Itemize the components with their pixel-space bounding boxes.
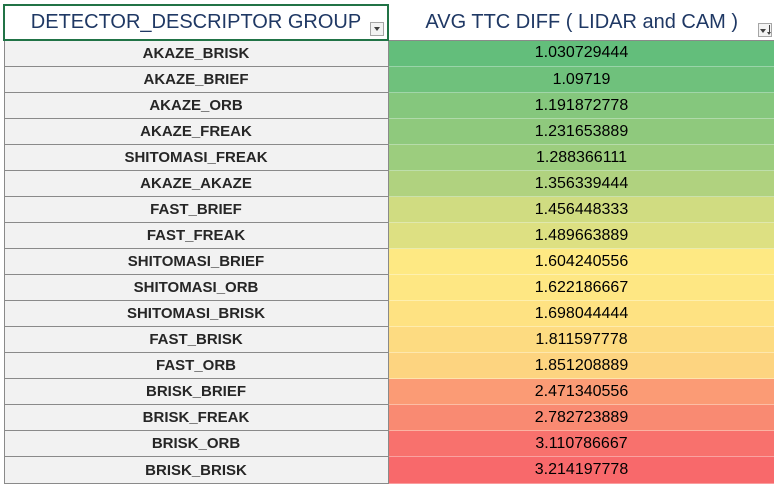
table-row: AKAZE_FREAK 1.231653889 (3, 118, 774, 145)
table-row: FAST_ORB 1.851208889 (3, 352, 774, 379)
group-name-cell[interactable]: FAST_ORB (3, 352, 389, 379)
avg-value-cell[interactable]: 1.288366111 (388, 144, 774, 171)
avg-value-cell[interactable]: 1.489663889 (388, 222, 774, 249)
table-row: SHITOMASI_BRIEF 1.604240556 (3, 248, 774, 275)
group-name-cell[interactable]: AKAZE_ORB (3, 92, 389, 119)
table-row: AKAZE_BRISK 1.030729444 (3, 40, 774, 67)
table-row: BRISK_ORB 3.110786667 (3, 430, 774, 457)
header-group-label: DETECTOR_DESCRIPTOR GROUP (30, 11, 362, 33)
avg-value-cell[interactable]: 1.811597778 (388, 326, 774, 353)
group-name-cell[interactable]: SHITOMASI_BRIEF (3, 248, 389, 275)
group-name-cell[interactable]: SHITOMASI_BRISK (3, 300, 389, 327)
table-row: FAST_BRISK 1.811597778 (3, 326, 774, 353)
table-row: SHITOMASI_FREAK 1.288366111 (3, 144, 774, 171)
group-name-cell[interactable]: FAST_BRISK (3, 326, 389, 353)
table-row: BRISK_BRIEF 2.471340556 (3, 378, 774, 405)
table-body: AKAZE_BRISK 1.030729444 AKAZE_BRIEF 1.09719… (3, 40, 774, 484)
header-cell-avg[interactable]: AVG TTC DIFF ( LIDAR and CAM ) (388, 4, 774, 41)
avg-value-cell[interactable]: 2.782723889 (388, 404, 774, 431)
header-cell-group[interactable]: DETECTOR_DESCRIPTOR GROUP (3, 4, 389, 41)
group-name-cell[interactable]: AKAZE_FREAK (3, 118, 389, 145)
header-row: DETECTOR_DESCRIPTOR GROUP AVG TTC DIFF (… (3, 4, 774, 41)
table-row: FAST_BRIEF 1.456448333 (3, 196, 774, 223)
avg-value-cell[interactable]: 1.622186667 (388, 274, 774, 301)
avg-value-cell[interactable]: 1.030729444 (388, 40, 774, 67)
group-name-cell[interactable]: BRISK_BRISK (3, 456, 389, 484)
table-row: BRISK_FREAK 2.782723889 (3, 404, 774, 431)
avg-value-cell[interactable]: 3.214197778 (388, 456, 774, 484)
avg-value-cell[interactable]: 1.191872778 (388, 92, 774, 119)
group-name-cell[interactable]: FAST_FREAK (3, 222, 389, 249)
avg-value-cell[interactable]: 3.110786667 (388, 430, 774, 457)
avg-value-cell[interactable]: 2.471340556 (388, 378, 774, 405)
group-name-cell[interactable]: BRISK_ORB (3, 430, 389, 457)
sorted-filter-dropdown-icon[interactable] (757, 22, 772, 37)
group-name-cell[interactable]: AKAZE_AKAZE (3, 170, 389, 197)
avg-value-cell[interactable]: 1.698044444 (388, 300, 774, 327)
group-name-cell[interactable]: BRISK_BRIEF (3, 378, 389, 405)
header-avg-label: AVG TTC DIFF ( LIDAR and CAM ) (425, 11, 739, 33)
table-row: AKAZE_ORB 1.191872778 (3, 92, 774, 119)
group-name-cell[interactable]: AKAZE_BRISK (3, 40, 389, 67)
table-row: AKAZE_BRIEF 1.09719 (3, 66, 774, 93)
table-row: AKAZE_AKAZE 1.356339444 (3, 170, 774, 197)
results-table: DETECTOR_DESCRIPTOR GROUP AVG TTC DIFF (… (3, 4, 774, 484)
group-name-cell[interactable]: SHITOMASI_ORB (3, 274, 389, 301)
avg-value-cell[interactable]: 1.604240556 (388, 248, 774, 275)
avg-value-cell[interactable]: 1.356339444 (388, 170, 774, 197)
avg-value-cell[interactable]: 1.851208889 (388, 352, 774, 379)
table-row: SHITOMASI_ORB 1.622186667 (3, 274, 774, 301)
group-name-cell[interactable]: SHITOMASI_FREAK (3, 144, 389, 171)
table-row: BRISK_BRISK 3.214197778 (3, 456, 774, 484)
filter-dropdown-icon[interactable] (370, 22, 384, 36)
avg-value-cell[interactable]: 1.231653889 (388, 118, 774, 145)
group-name-cell[interactable]: FAST_BRIEF (3, 196, 389, 223)
group-name-cell[interactable]: AKAZE_BRIEF (3, 66, 389, 93)
group-name-cell[interactable]: BRISK_FREAK (3, 404, 389, 431)
avg-value-cell[interactable]: 1.09719 (388, 66, 774, 93)
table-row: FAST_FREAK 1.489663889 (3, 222, 774, 249)
table-row: SHITOMASI_BRISK 1.698044444 (3, 300, 774, 327)
avg-value-cell[interactable]: 1.456448333 (388, 196, 774, 223)
